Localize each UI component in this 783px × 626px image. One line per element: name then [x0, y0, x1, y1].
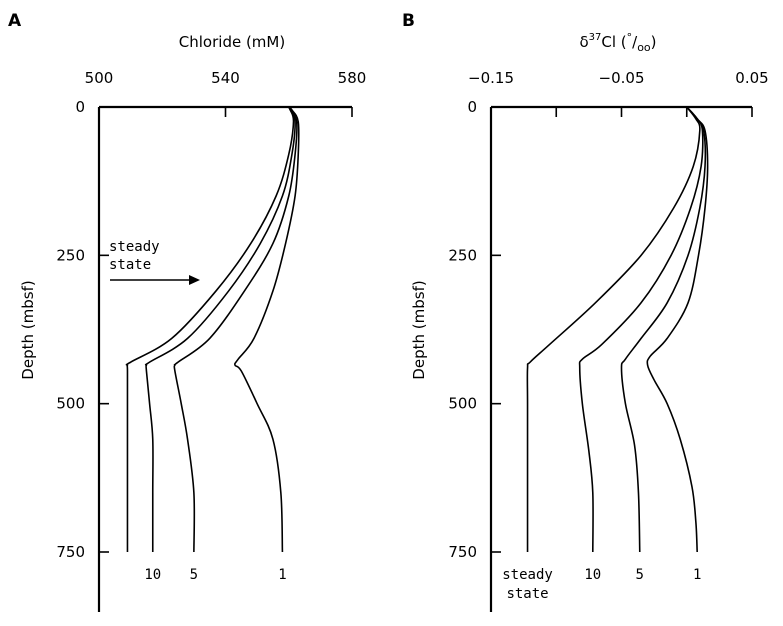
panel-a-ticks: 500 540 580 0 250 500 750	[56, 69, 366, 561]
panel-b-x-tick-label: −0.05	[599, 69, 645, 87]
panel-a-series-label-10: 10	[144, 567, 161, 583]
panel-a-y-tick-label: 750	[56, 543, 85, 561]
steady-state-annotation-line1: steady	[109, 239, 160, 255]
panel-a-x-axis-title: Chloride (mM)	[179, 33, 285, 51]
panel-b-letter: B	[402, 11, 415, 31]
panel-b-series-line-10	[578, 106, 704, 553]
panel-a-y-tick-label: 250	[56, 246, 85, 264]
panel-a-series-line-5	[173, 106, 298, 553]
panel-a-curves	[125, 106, 300, 553]
panel-b-y-tick-label: 0	[467, 98, 477, 116]
panel-b-series-label-steady-state: steady	[502, 567, 553, 583]
panel-a-x-tick-label: 500	[85, 69, 114, 87]
panel-b-series-line-steady-state	[526, 106, 701, 552]
panel-b-series-label-5: 5	[636, 567, 644, 583]
panel-a-x-tick-label: 580	[338, 69, 367, 87]
panel-b-series-label-10: 10	[584, 567, 601, 583]
panel-a-series-labels: 10 5 1	[144, 567, 286, 583]
panel-b-x-tick-label: 0.05	[735, 69, 768, 87]
panel-b-series-line-1	[646, 106, 709, 553]
panel-b-x-axis-title: δ37Cl (°/oo)	[579, 31, 656, 54]
panel-a-x-tick-label: 540	[211, 69, 240, 87]
panel-a-y-tick-label: 500	[56, 395, 85, 413]
panel-b-series-label-1: 1	[693, 567, 701, 583]
panel-b-x-tick-label: −0.15	[468, 69, 514, 87]
panel-b-y-tick-label: 500	[448, 395, 477, 413]
panel-a: A Chloride (mM) Depth (mbsf) 500 540 580 0 2…	[8, 11, 366, 612]
panel-b-series-label-steady-state: state	[506, 586, 548, 602]
steady-state-annotation-line2: state	[109, 257, 151, 273]
steady-state-annotation: steady state	[109, 239, 200, 285]
panel-a-y-tick-label: 0	[75, 98, 85, 116]
panel-a-letter: A	[8, 11, 22, 31]
panel-b-y-tick-label: 250	[448, 246, 477, 264]
panel-b-ticks: −0.15 −0.05 0.05 0 250 500 750	[448, 69, 768, 561]
panel-b-series-line-5	[620, 106, 707, 553]
steady-state-arrow-head	[189, 275, 200, 285]
panel-a-series-line-1	[234, 106, 300, 553]
panel-a-series-line-10	[144, 106, 296, 552]
panel-b-y-tick-label: 750	[448, 543, 477, 561]
panel-b-series-labels: steady state 10 5 1	[502, 567, 701, 602]
panel-a-series-label-1: 1	[278, 567, 286, 583]
panel-a-y-axis-title: Depth (mbsf)	[19, 280, 37, 379]
panel-b: B δ37Cl (°/oo) Depth (mbsf) −0.15 −0.05 0.…	[402, 11, 769, 612]
panel-b-y-axis-title: Depth (mbsf)	[410, 280, 428, 379]
panel-a-series-line-steady-state	[125, 106, 295, 552]
panel-a-series-label-5: 5	[190, 567, 198, 583]
panel-b-curves	[526, 106, 709, 553]
